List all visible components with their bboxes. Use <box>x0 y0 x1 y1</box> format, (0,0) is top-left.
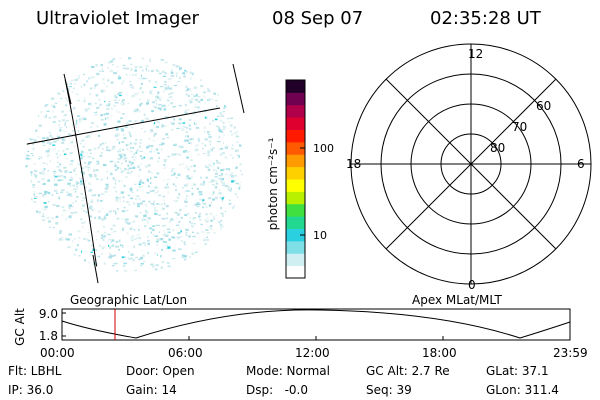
colorbar-swatch <box>286 141 305 155</box>
colorbar-tick-100: 100 <box>313 142 334 155</box>
mlat-label-80: 80 <box>490 141 505 155</box>
timeline-xtick-0000: 00:00 <box>40 346 75 360</box>
info-seq: Seq: 39 <box>366 383 412 397</box>
info-glon: GLon: 311.4 <box>486 383 559 397</box>
mlt-label-0: 0 <box>468 278 476 292</box>
date-label: 08 Sep 07 <box>272 8 364 29</box>
timeline-ytick-low: 1.8 <box>39 329 58 343</box>
colorbar-tick-10: 10 <box>313 229 327 242</box>
info-filter: Flt: LBHL <box>8 364 62 378</box>
colorbar-swatch <box>286 265 305 279</box>
colorbar: 100 10 photon cm⁻²s⁻¹ <box>266 79 334 279</box>
timeline-xtick-0600: 06:00 <box>168 346 203 360</box>
mlat-label-70: 70 <box>512 120 527 134</box>
altitude-timeline: Geographic Lat/Lon Apex MLat/MLT GC Alt … <box>13 293 571 346</box>
info-ip: IP: 36.0 <box>8 383 54 397</box>
colorbar-swatch <box>286 129 305 143</box>
timeline-left-title: Geographic Lat/Lon <box>70 293 187 307</box>
colorbar-swatch <box>286 117 305 130</box>
app-title: Ultraviolet Imager <box>36 8 199 29</box>
info-glat: GLat: 37.1 <box>486 364 549 378</box>
colorbar-swatch <box>286 92 305 106</box>
timeline-right-title: Apex MLat/MLT <box>412 293 502 307</box>
colorbar-swatch <box>286 253 305 267</box>
colorbar-swatch <box>286 80 305 93</box>
colorbar-swatch <box>286 240 305 254</box>
uv-image-disc <box>25 55 245 284</box>
mlt-label-12: 12 <box>468 47 483 61</box>
geo-grid-lines <box>25 73 221 273</box>
colorbar-swatch <box>286 104 305 118</box>
colorbar-swatch <box>286 179 305 192</box>
colorbar-swatch <box>286 216 305 229</box>
colorbar-unit-label: photon cm⁻²s⁻¹ <box>266 137 280 230</box>
timeline-xtick-1800: 18:00 <box>422 346 457 360</box>
mlat-label-60: 60 <box>536 99 551 113</box>
info-dsp: Dsp: -0.0 <box>246 383 309 397</box>
altitude-curve <box>61 309 571 339</box>
timeline-ylabel: GC Alt <box>13 308 27 346</box>
timeline-xtick-1200: 12:00 <box>295 346 330 360</box>
colorbar-swatch <box>286 154 305 168</box>
mlt-label-6: 6 <box>577 157 585 171</box>
info-mode: Mode: Normal <box>246 364 330 378</box>
timeline-xtick-2359: 23:59 <box>553 346 588 360</box>
info-gc-alt: GC Alt: 2.7 Re <box>366 364 450 378</box>
timeline-ytick-high: 9.0 <box>39 307 58 321</box>
colorbar-swatch <box>286 228 305 242</box>
colorbar-swatch <box>286 191 305 205</box>
colorbar-swatch <box>286 166 305 180</box>
time-label: 02:35:28 UT <box>430 8 541 29</box>
info-gain: Gain: 14 <box>126 383 177 397</box>
mlt-label-18: 18 <box>346 157 361 171</box>
info-door: Door: Open <box>126 364 195 378</box>
polar-grid <box>350 43 592 285</box>
colorbar-swatch <box>286 203 305 217</box>
